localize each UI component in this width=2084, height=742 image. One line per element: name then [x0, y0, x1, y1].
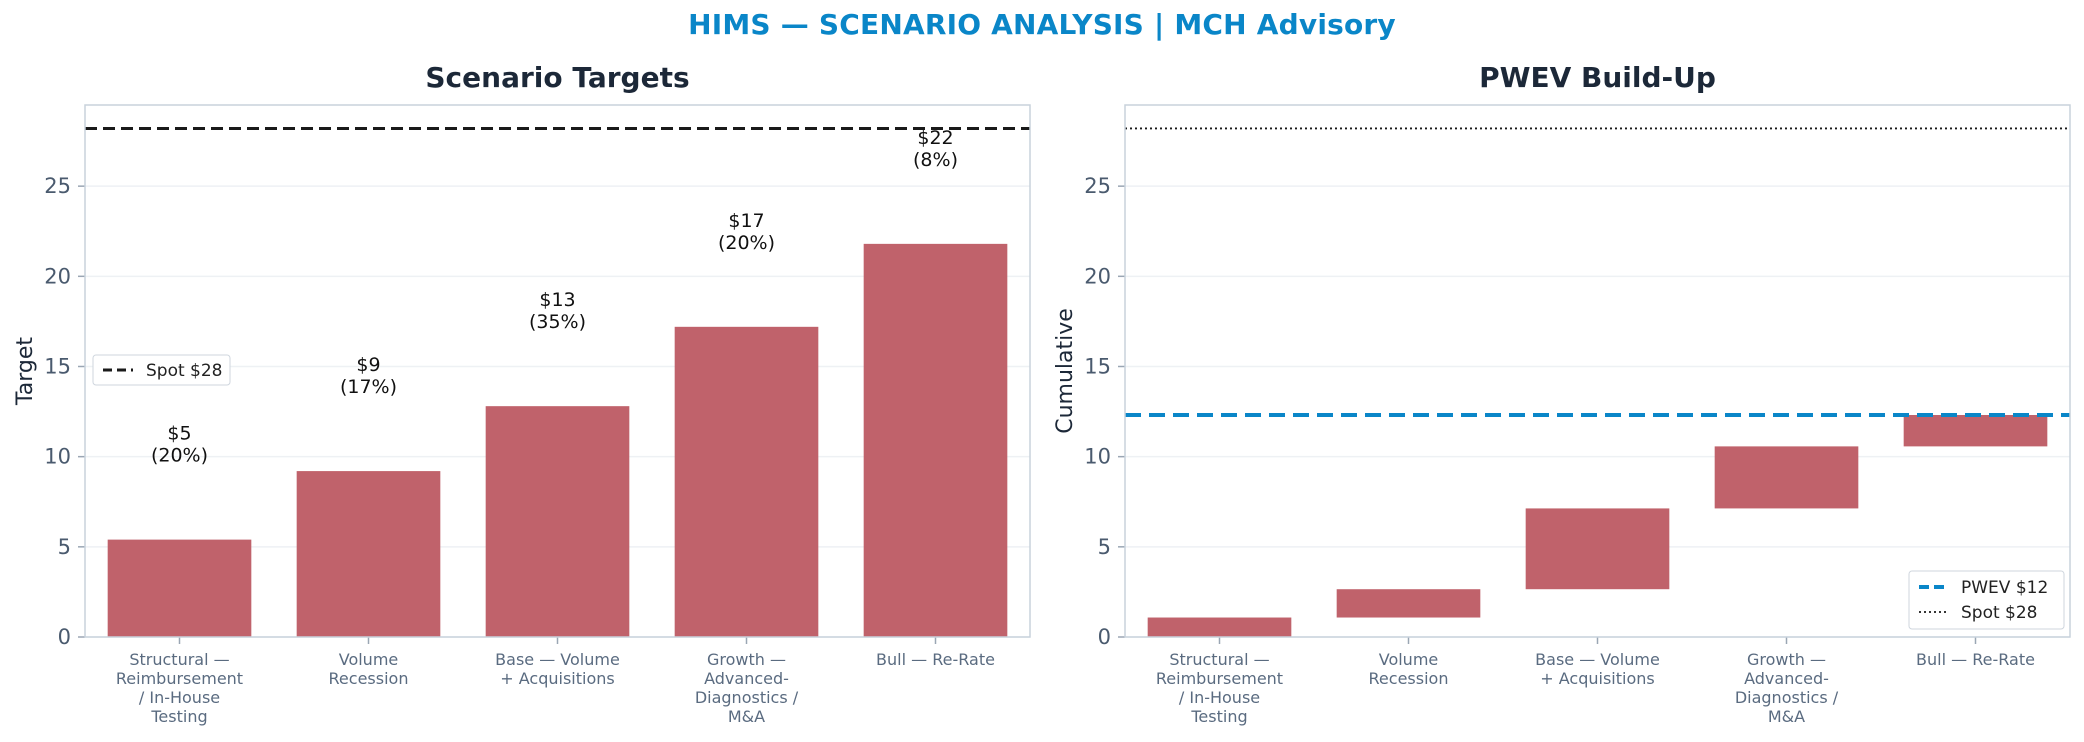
category-label-4: Growth — — [1747, 650, 1826, 669]
category-label-2: Volume — [339, 650, 399, 669]
category-label-1: Testing — [150, 707, 207, 726]
category-label-1: Structural — — [129, 650, 229, 669]
y-tick-label: 10 — [44, 445, 71, 469]
waterfall-segment-2 — [1336, 589, 1481, 618]
y-tick-label: 10 — [1084, 445, 1111, 469]
category-label-3: + Acquisitions — [1540, 669, 1654, 688]
category-label-2: Recession — [1369, 669, 1449, 688]
category-label-1: Structural — — [1169, 650, 1269, 669]
category-label-3: Base — Volume — [1535, 650, 1660, 669]
category-label-1: Reimbursement — [1156, 669, 1283, 688]
bar-3 — [485, 406, 630, 637]
waterfall-segment-4 — [1714, 446, 1859, 509]
bar-2 — [296, 471, 441, 637]
legend-box — [1908, 570, 2065, 630]
data-label-2: $9 — [356, 354, 380, 376]
data-label-5: (8%) — [913, 149, 958, 171]
data-label-5: $22 — [917, 127, 953, 149]
y-tick-label: 0 — [1098, 625, 1111, 649]
category-label-5: Bull — Re-Rate — [1916, 650, 2035, 669]
data-label-4: (20%) — [718, 232, 775, 254]
category-label-4: Advanced- — [1744, 669, 1829, 688]
panel-title-1: Scenario Targets — [425, 61, 689, 94]
figure-title: HIMS — SCENARIO ANALYSIS | MCH Advisory — [688, 8, 1396, 41]
bar-5 — [863, 243, 1008, 637]
y-tick-label: 5 — [58, 535, 71, 559]
legend-box — [92, 354, 231, 386]
category-label-1: Testing — [1190, 707, 1247, 726]
data-label-3: (35%) — [529, 311, 586, 333]
plot-frame — [1124, 104, 2071, 638]
y-tick-label: 15 — [44, 354, 71, 378]
data-label-4: $17 — [728, 210, 764, 232]
category-label-4: Diagnostics / — [1735, 688, 1839, 707]
panel-title-2: PWEV Build-Up — [1479, 61, 1716, 94]
category-label-4: M&A — [1768, 707, 1805, 726]
y-axis-label: Target — [13, 337, 38, 406]
legend-label-spot: Spot $28 — [1961, 603, 2038, 623]
category-label-4: Advanced- — [704, 669, 789, 688]
waterfall-segment-1 — [1147, 617, 1292, 637]
category-label-4: Diagnostics / — [695, 688, 799, 707]
plot-frame — [84, 104, 1031, 638]
data-label-1: $5 — [167, 423, 191, 445]
category-label-3: + Acquisitions — [500, 669, 614, 688]
category-label-1: / In-House — [1179, 688, 1260, 707]
data-label-3: $13 — [539, 289, 575, 311]
category-label-1: / In-House — [139, 688, 220, 707]
y-tick-label: 15 — [1084, 354, 1111, 378]
y-tick-label: 25 — [44, 174, 71, 198]
y-tick-label: 5 — [1098, 535, 1111, 559]
data-label-2: (17%) — [340, 376, 397, 398]
y-tick-label: 20 — [44, 264, 71, 288]
bar-4 — [674, 326, 819, 637]
y-axis-label: Cumulative — [1053, 308, 1078, 434]
bar-1 — [107, 539, 252, 637]
y-tick-label: 20 — [1084, 264, 1111, 288]
category-label-5: Bull — Re-Rate — [876, 650, 995, 669]
category-label-4: Growth — — [707, 650, 786, 669]
waterfall-segment-5 — [1903, 415, 2048, 447]
category-label-4: M&A — [728, 707, 765, 726]
category-label-2: Recession — [329, 669, 409, 688]
data-label-1: (20%) — [151, 445, 208, 467]
category-label-1: Reimbursement — [116, 669, 243, 688]
category-label-3: Base — Volume — [495, 650, 620, 669]
category-label-2: Volume — [1379, 650, 1439, 669]
y-tick-label: 25 — [1084, 174, 1111, 198]
legend-label-pwev: PWEV $12 — [1961, 578, 2048, 598]
legend-label-spot: Spot $28 — [146, 361, 223, 381]
waterfall-segment-3 — [1525, 508, 1670, 590]
y-tick-label: 0 — [58, 625, 71, 649]
